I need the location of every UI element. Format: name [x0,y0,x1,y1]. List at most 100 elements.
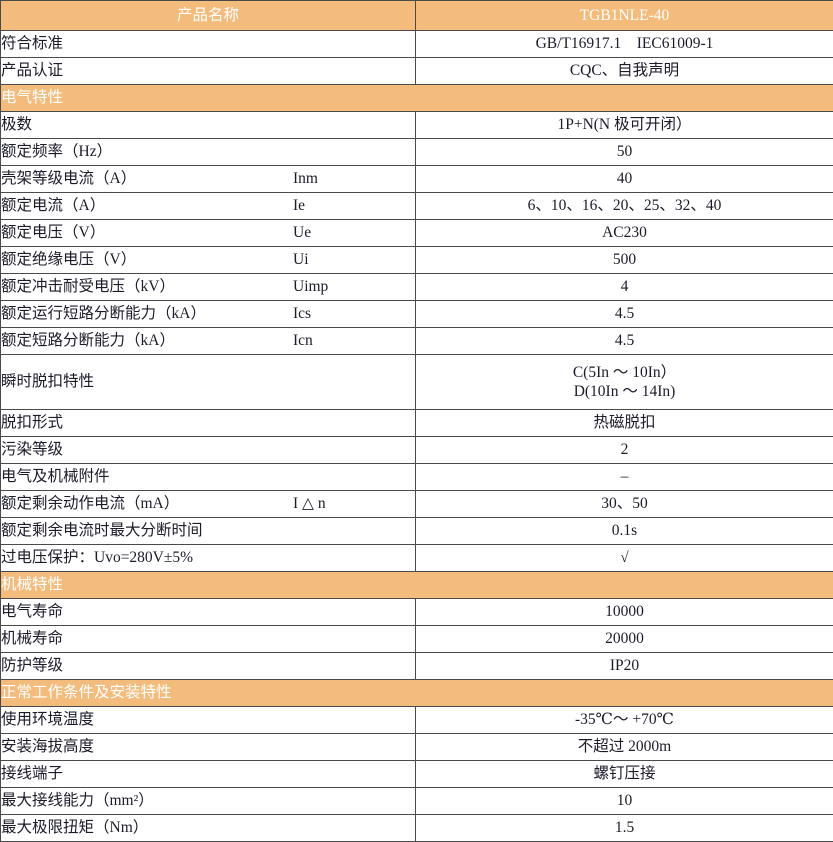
value-cell: – [416,464,833,491]
parameter-label: 壳架等级电流（A） [1,170,136,187]
parameter-label: 额定电压（V） [1,224,105,241]
table-row: 使用环境温度 -35℃～ +70℃ [1,707,833,734]
value-text: 500 [416,250,833,269]
parameter-inner: 额定绝缘电压（V）Ui [1,250,415,269]
parameter-symbol: Ue [293,223,311,242]
parameter-label: 接线端子 [1,765,63,782]
parameter-inner: 最大极限扭矩（Nm） [1,818,415,837]
parameter-cell: 额定运行短路分断能力（kA）Ics [1,301,416,328]
parameter-label: 极数 [1,116,32,133]
value-text: 6、10、16、20、25、32、40 [416,196,833,215]
parameter-cell: 接线端子 [1,761,416,788]
parameter-label: 额定剩余动作电流（mA） [1,495,179,512]
value-text: C(5In ～ 10In） [416,363,833,382]
parameter-label: 脱扣形式 [1,414,63,431]
section-header-row: 电气特性 [1,85,833,112]
value-text: 4.5 [416,331,833,350]
value-text: CQC、自我声明 [416,61,833,80]
parameter-label: 电气寿命 [1,603,63,620]
value-text: 0.1s [416,521,833,540]
parameter-cell: 最大极限扭矩（Nm） [1,815,416,842]
parameter-cell: 防护等级 [1,653,416,680]
value-cell: 30、50 [416,491,833,518]
section-header-row: 机械特性 [1,572,833,599]
parameter-label: 防护等级 [1,657,63,674]
parameter-cell: 污染等级 [1,437,416,464]
parameter-inner: 额定电流（A）Ie [1,196,415,215]
table-row: 瞬时脱扣特性 C(5In ～ 10In）D(10In ～ 14In) [1,355,833,410]
value-text: 2 [416,440,833,459]
parameter-inner: 污染等级 [1,440,415,459]
section-header-row: 正常工作条件及安装特性 [1,680,833,707]
header-param-label: 产品名称 [1,1,416,31]
value-text: 30、50 [416,494,833,513]
value-cell: 4 [416,274,833,301]
parameter-label: 额定频率（Hz） [1,143,112,160]
parameter-inner: 使用环境温度 [1,710,415,729]
table-row: 最大接线能力（mm²）10 [1,788,833,815]
parameter-cell: 安装海拔高度 [1,734,416,761]
parameter-cell: 最大接线能力（mm²） [1,788,416,815]
parameter-symbol: Ie [293,196,305,215]
parameter-cell: 额定绝缘电压（V）Ui [1,247,416,274]
section-title: 机械特性 [1,572,833,599]
value-text: – [416,467,833,486]
parameter-inner: 最大接线能力（mm²） [1,791,415,810]
table-row: 壳架等级电流（A） Inm 40 [1,166,833,193]
table-row: 接线端子 螺钉压接 [1,761,833,788]
table-row: 脱扣形式 热磁脱扣 [1,410,833,437]
parameter-inner: 瞬时脱扣特性 [1,372,415,391]
value-text: AC230 [416,223,833,242]
parameter-inner: 产品认证 [1,61,415,80]
value-text: 不超过 2000m [416,737,833,756]
section-title: 正常工作条件及安装特性 [1,680,833,707]
table-row: 安装海拔高度不超过 2000m [1,734,833,761]
parameter-cell: 过电压保护：Uvo=280V±5% [1,545,416,572]
value-cell: 1.5 [416,815,833,842]
value-cell: 热磁脱扣 [416,410,833,437]
parameter-label: 额定短路分断能力（kA） [1,332,175,349]
parameter-label: 最大极限扭矩（Nm） [1,819,148,836]
value-cell: CQC、自我声明 [416,58,833,85]
parameter-cell: 符合标准 [1,31,416,58]
parameter-symbol: Uimp [293,277,328,296]
parameter-label: 额定绝缘电压（V） [1,251,136,268]
parameter-cell: 额定冲击耐受电压（kV）Uimp [1,274,416,301]
parameter-label: 符合标准 [1,35,63,52]
value-cell: 螺钉压接 [416,761,833,788]
parameter-inner: 接线端子 [1,764,415,783]
value-cell: 不超过 2000m [416,734,833,761]
parameter-symbol: Inm [293,169,318,188]
parameter-inner: 过电压保护：Uvo=280V±5% [1,548,415,567]
value-text: 40 [416,169,833,188]
parameter-cell: 电气及机械附件 [1,464,416,491]
parameter-label: 使用环境温度 [1,711,94,728]
value-text: -35℃～ +70℃ [416,710,833,729]
value-cell: 4.5 [416,301,833,328]
parameter-label: 过电压保护：Uvo=280V±5% [1,549,193,566]
parameter-cell: 额定频率（Hz） [1,139,416,166]
parameter-label: 污染等级 [1,441,63,458]
parameter-inner: 极数 [1,115,415,134]
parameter-symbol: Ics [293,304,311,323]
parameter-inner: 额定剩余动作电流（mA） I △ n [1,494,415,513]
value-text-secondary: D(10In ～ 14In) [416,382,833,401]
parameter-inner: 壳架等级电流（A） Inm [1,169,415,188]
table-row: 过电压保护：Uvo=280V±5%√ [1,545,833,572]
table-row: 额定电压（V） Ue AC230 [1,220,833,247]
value-cell: 1P+N(N 极可开闭） [416,112,833,139]
parameter-inner: 额定频率（Hz） [1,142,415,161]
parameter-inner: 电气及机械附件 [1,467,415,486]
parameter-label: 瞬时脱扣特性 [1,373,94,390]
parameter-inner: 符合标准 [1,34,415,53]
value-text: 10000 [416,602,833,621]
parameter-symbol: I △ n [293,494,326,513]
parameter-label: 电气及机械附件 [1,468,110,485]
value-text: 热磁脱扣 [416,413,833,432]
value-cell: 0.1s [416,518,833,545]
value-cell: 10 [416,788,833,815]
